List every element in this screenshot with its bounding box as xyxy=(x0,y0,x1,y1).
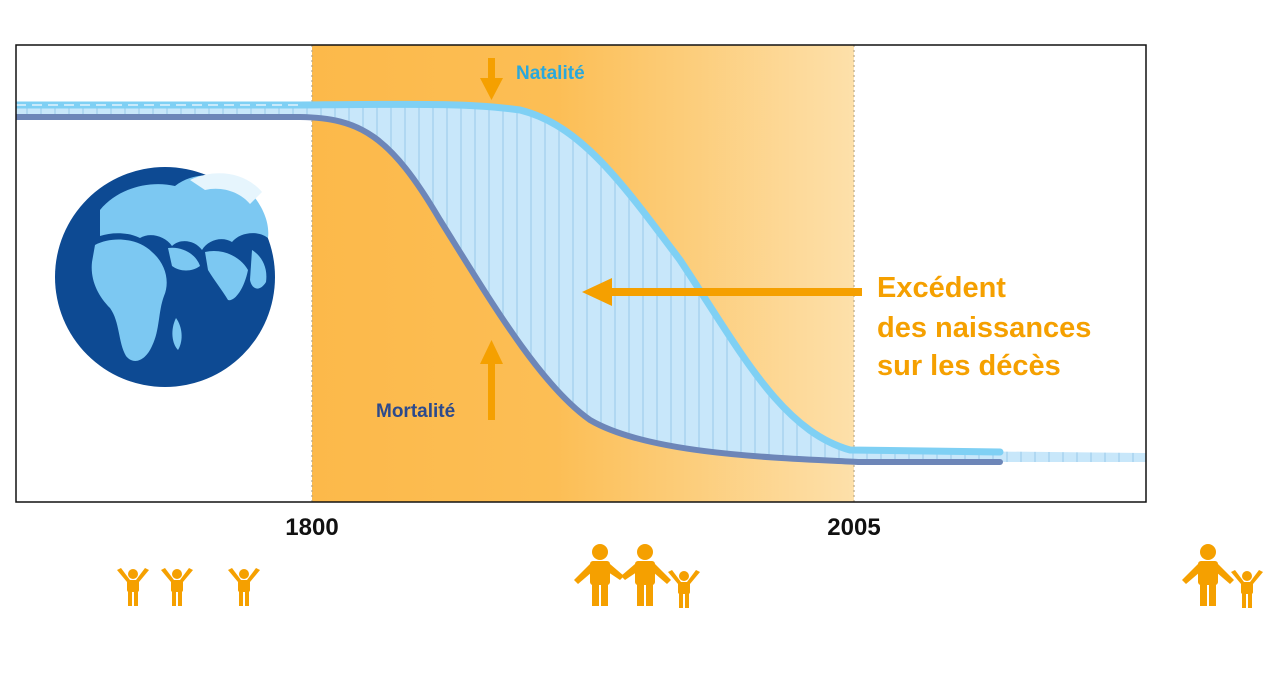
natalite-arrow-icon xyxy=(480,58,503,100)
excedent-label-line3: sur les décès xyxy=(877,350,1061,382)
birth-rate-curve xyxy=(16,100,1004,456)
natural-increase-area xyxy=(16,104,1146,462)
family-small-children-icon xyxy=(117,568,260,606)
tick-label-2005: 2005 xyxy=(827,514,880,541)
excedent-arrow-icon xyxy=(582,278,862,306)
earth-globe-icon xyxy=(55,167,275,387)
family-adult-child-icon xyxy=(1182,544,1263,608)
excedent-label-line2: des naissances xyxy=(877,312,1091,344)
excedent-label-line1: Excédent xyxy=(877,272,1006,304)
plot-frame xyxy=(15,44,1147,503)
natalite-label: Natalité xyxy=(516,63,585,84)
mortalite-arrow-icon xyxy=(480,340,503,420)
mortalite-label: Mortalité xyxy=(376,401,455,422)
death-rate-curve xyxy=(16,114,1003,465)
family-adults-child-icon xyxy=(574,544,700,608)
tick-label-1800: 1800 xyxy=(285,514,338,541)
